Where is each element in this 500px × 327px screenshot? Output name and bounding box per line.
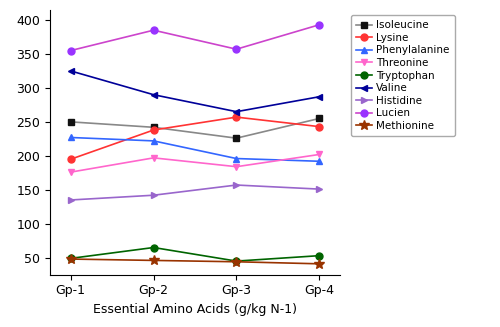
Threonine	[68, 170, 73, 174]
Line: Tryptophan: Tryptophan	[67, 244, 323, 265]
Methionine	[150, 258, 156, 262]
Methionine	[316, 262, 322, 266]
Lucien	[234, 47, 239, 51]
Phenylalanine	[316, 159, 322, 163]
Threonine	[316, 152, 322, 156]
Line: Isoleucine: Isoleucine	[67, 115, 323, 142]
Legend: Isoleucine, Lysine, Phenylalanine, Threonine, Tryptophan, Valine, Histidine, Luc: Isoleucine, Lysine, Phenylalanine, Threo…	[351, 15, 455, 136]
Phenylalanine	[68, 135, 73, 139]
Line: Lysine: Lysine	[67, 114, 323, 163]
Phenylalanine	[234, 157, 239, 161]
Line: Valine: Valine	[67, 67, 323, 115]
X-axis label: Essential Amino Acids (g/kg N-1): Essential Amino Acids (g/kg N-1)	[93, 303, 297, 316]
Lysine	[150, 128, 156, 132]
Line: Phenylalanine: Phenylalanine	[67, 134, 323, 165]
Isoleucine	[68, 120, 73, 124]
Tryptophan	[68, 256, 73, 260]
Valine	[234, 110, 239, 114]
Lysine	[234, 115, 239, 119]
Threonine	[234, 165, 239, 169]
Line: Methionine: Methionine	[66, 254, 324, 269]
Methionine	[68, 257, 73, 261]
Histidine	[68, 198, 73, 202]
Histidine	[316, 187, 322, 191]
Lucien	[316, 23, 322, 27]
Lysine	[68, 157, 73, 161]
Threonine	[150, 156, 156, 160]
Valine	[316, 95, 322, 99]
Line: Lucien: Lucien	[67, 21, 323, 54]
Tryptophan	[316, 254, 322, 258]
Isoleucine	[150, 125, 156, 129]
Histidine	[150, 193, 156, 197]
Line: Threonine: Threonine	[67, 151, 323, 176]
Valine	[68, 69, 73, 73]
Line: Histidine: Histidine	[67, 181, 323, 203]
Lysine	[316, 125, 322, 129]
Lucien	[150, 28, 156, 32]
Tryptophan	[234, 259, 239, 263]
Lucien	[68, 49, 73, 53]
Isoleucine	[234, 136, 239, 140]
Histidine	[234, 183, 239, 187]
Isoleucine	[316, 116, 322, 120]
Methionine	[234, 260, 239, 264]
Valine	[150, 93, 156, 97]
Tryptophan	[150, 246, 156, 250]
Phenylalanine	[150, 139, 156, 143]
